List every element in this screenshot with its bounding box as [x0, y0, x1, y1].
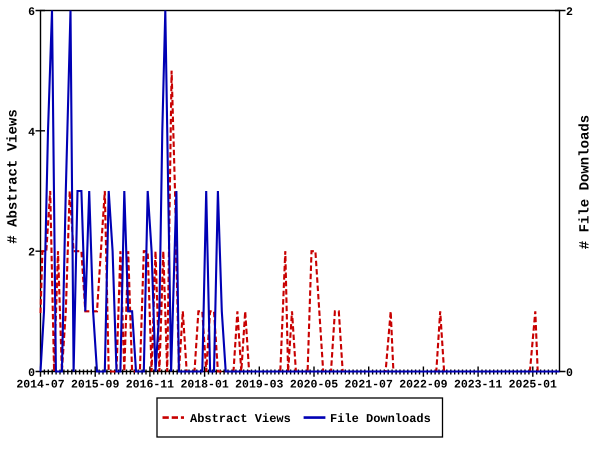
svg-text:2022-09: 2022-09	[399, 379, 447, 392]
svg-text:# File Downloads: # File Downloads	[578, 115, 594, 249]
svg-text:2018-01: 2018-01	[180, 379, 228, 392]
svg-text:2023-11: 2023-11	[454, 379, 502, 392]
svg-text:# Abstract Views: # Abstract Views	[6, 109, 22, 243]
svg-text:2020-05: 2020-05	[290, 379, 338, 392]
svg-text:2021-07: 2021-07	[345, 379, 393, 392]
svg-text:Abstract Views: Abstract Views	[190, 412, 291, 426]
svg-text:2014-07: 2014-07	[16, 379, 64, 392]
svg-text:2: 2	[566, 6, 573, 19]
svg-text:6: 6	[28, 6, 35, 19]
svg-text:2015-09: 2015-09	[71, 379, 119, 392]
svg-text:0: 0	[566, 367, 573, 380]
svg-text:4: 4	[28, 126, 35, 139]
svg-text:2019-03: 2019-03	[235, 379, 283, 392]
svg-text:File Downloads: File Downloads	[330, 412, 431, 426]
svg-text:0: 0	[28, 367, 35, 380]
svg-text:2016-11: 2016-11	[126, 379, 174, 392]
svg-text:2025-01: 2025-01	[509, 379, 557, 392]
svg-text:2: 2	[28, 247, 35, 260]
